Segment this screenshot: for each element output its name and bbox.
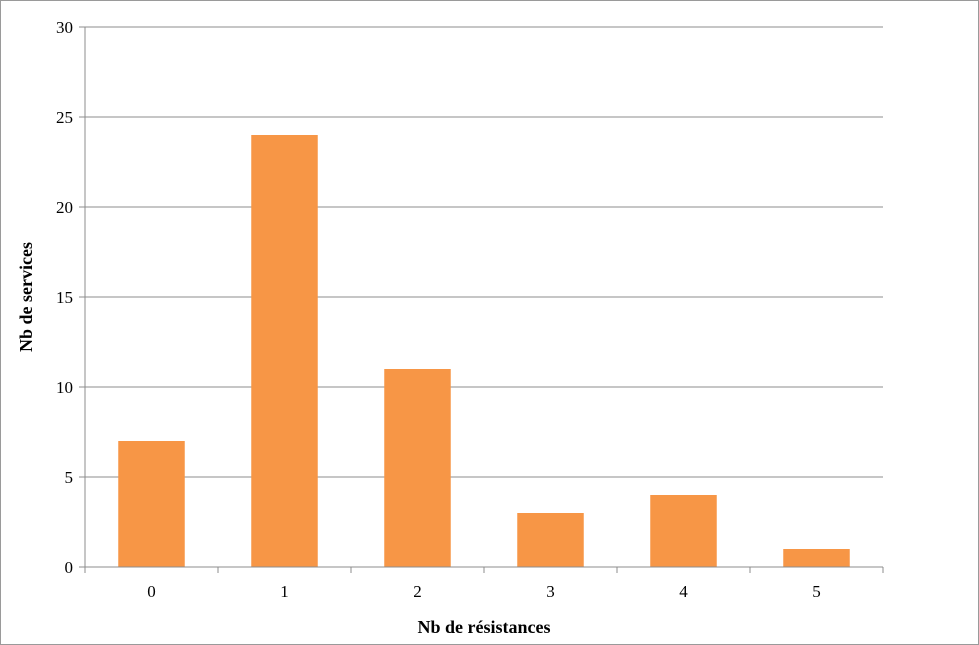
x-axis-title: Nb de résistances [418,617,551,637]
y-tick-label: 10 [56,378,73,397]
x-tick-label: 2 [413,582,422,601]
y-axis-title: Nb de services [16,242,36,352]
bar [251,135,318,567]
x-tick-label: 3 [546,582,555,601]
bar [650,495,717,567]
bar [384,369,451,567]
y-tick-labels: 0 5 10 15 20 25 30 [56,18,73,577]
x-tick-label: 0 [147,582,156,601]
bar [118,441,185,567]
x-tick-label: 4 [679,582,688,601]
y-tick-label: 5 [65,468,74,487]
y-tick-label: 20 [56,198,73,217]
y-tick-label: 0 [65,558,74,577]
grid-lines [85,26,883,478]
bar [783,549,850,567]
bar [517,513,584,567]
x-tick-labels: 0 1 2 3 4 5 [147,582,821,601]
y-tick-label: 30 [56,18,73,37]
bars [118,135,850,567]
axes [79,26,884,573]
x-tick-label: 1 [280,582,289,601]
y-tick-label: 25 [56,108,73,127]
y-tick-label: 15 [56,288,73,307]
x-tick-label: 5 [812,582,821,601]
